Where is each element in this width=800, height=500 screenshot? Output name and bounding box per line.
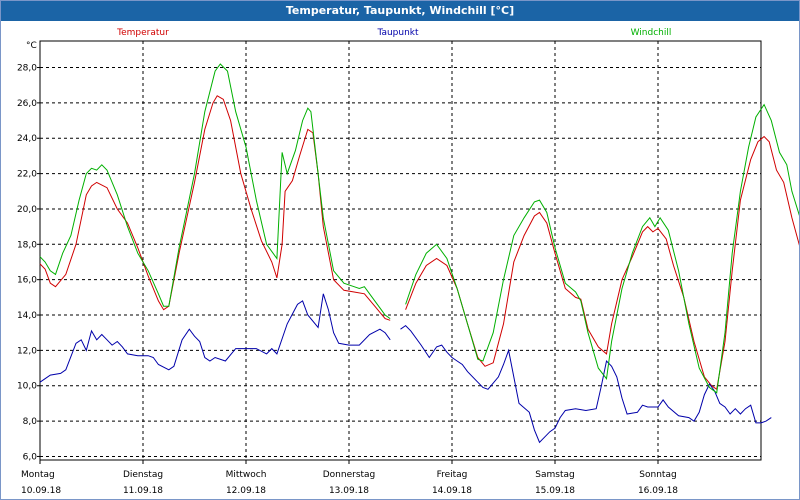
series-line-temperatur <box>39 95 391 321</box>
x-tick-date: 12.09.18 <box>226 486 266 496</box>
x-tick-day: Sonntag <box>639 470 676 480</box>
series-line-windchill <box>39 63 391 320</box>
legend-item-temperatur: Temperatur <box>116 28 169 38</box>
series-line-temperatur <box>405 135 799 391</box>
y-tick-label: 14,0 <box>17 311 37 321</box>
y-axis: 6,0 8,0 10,0 12,0 14,0 16,0 18,0 20,0 22,0 24,0 26… <box>17 64 40 462</box>
grid <box>40 41 761 460</box>
y-axis-unit: °C <box>26 41 37 51</box>
series-line-taupunkt <box>39 293 391 383</box>
legend-item-windchill: Windchill <box>631 28 672 38</box>
series-lines <box>39 63 799 444</box>
y-tick-label: 10,0 <box>17 382 37 392</box>
legend: Temperatur Taupunkt Windchill <box>116 28 671 38</box>
x-tick-date: 10.09.18 <box>21 486 61 496</box>
y-tick-label: 6,0 <box>23 452 38 462</box>
legend-item-taupunkt: Taupunkt <box>376 28 419 38</box>
y-tick-label: 16,0 <box>17 276 37 286</box>
y-tick-label: 24,0 <box>17 134 37 144</box>
x-tick-day: Donnerstag <box>323 470 376 480</box>
x-tick-date: 13.09.18 <box>329 486 369 496</box>
y-tick-label: 26,0 <box>17 99 37 109</box>
y-tick-label: 8,0 <box>23 417 38 427</box>
y-tick-label: 12,0 <box>17 346 37 356</box>
y-tick-label: 18,0 <box>17 240 37 250</box>
series-line-windchill <box>405 103 799 394</box>
x-tick-date: 15.09.18 <box>535 486 575 496</box>
y-tick-label: 28,0 <box>17 64 37 74</box>
x-axis: Montag 10.09.18 Dienstag 11.09.18 Mittwoch 12… <box>21 460 678 496</box>
x-tick-day: Dienstag <box>123 470 163 480</box>
x-tick-day: Samstag <box>535 470 574 480</box>
x-tick-date: 16.09.18 <box>638 486 678 496</box>
x-tick-date: 11.09.18 <box>123 486 163 496</box>
x-tick-date: 14.09.18 <box>432 486 472 496</box>
chart-title: Temperatur, Taupunkt, Windchill [°C] <box>1 1 799 21</box>
y-tick-label: 22,0 <box>17 170 37 180</box>
x-tick-day: Mittwoch <box>226 470 267 480</box>
x-tick-day: Montag <box>21 470 55 480</box>
plot-area <box>39 40 762 461</box>
y-tick-label: 20,0 <box>17 205 37 215</box>
x-tick-day: Freitag <box>437 470 468 480</box>
series-line-taupunkt <box>400 324 772 444</box>
